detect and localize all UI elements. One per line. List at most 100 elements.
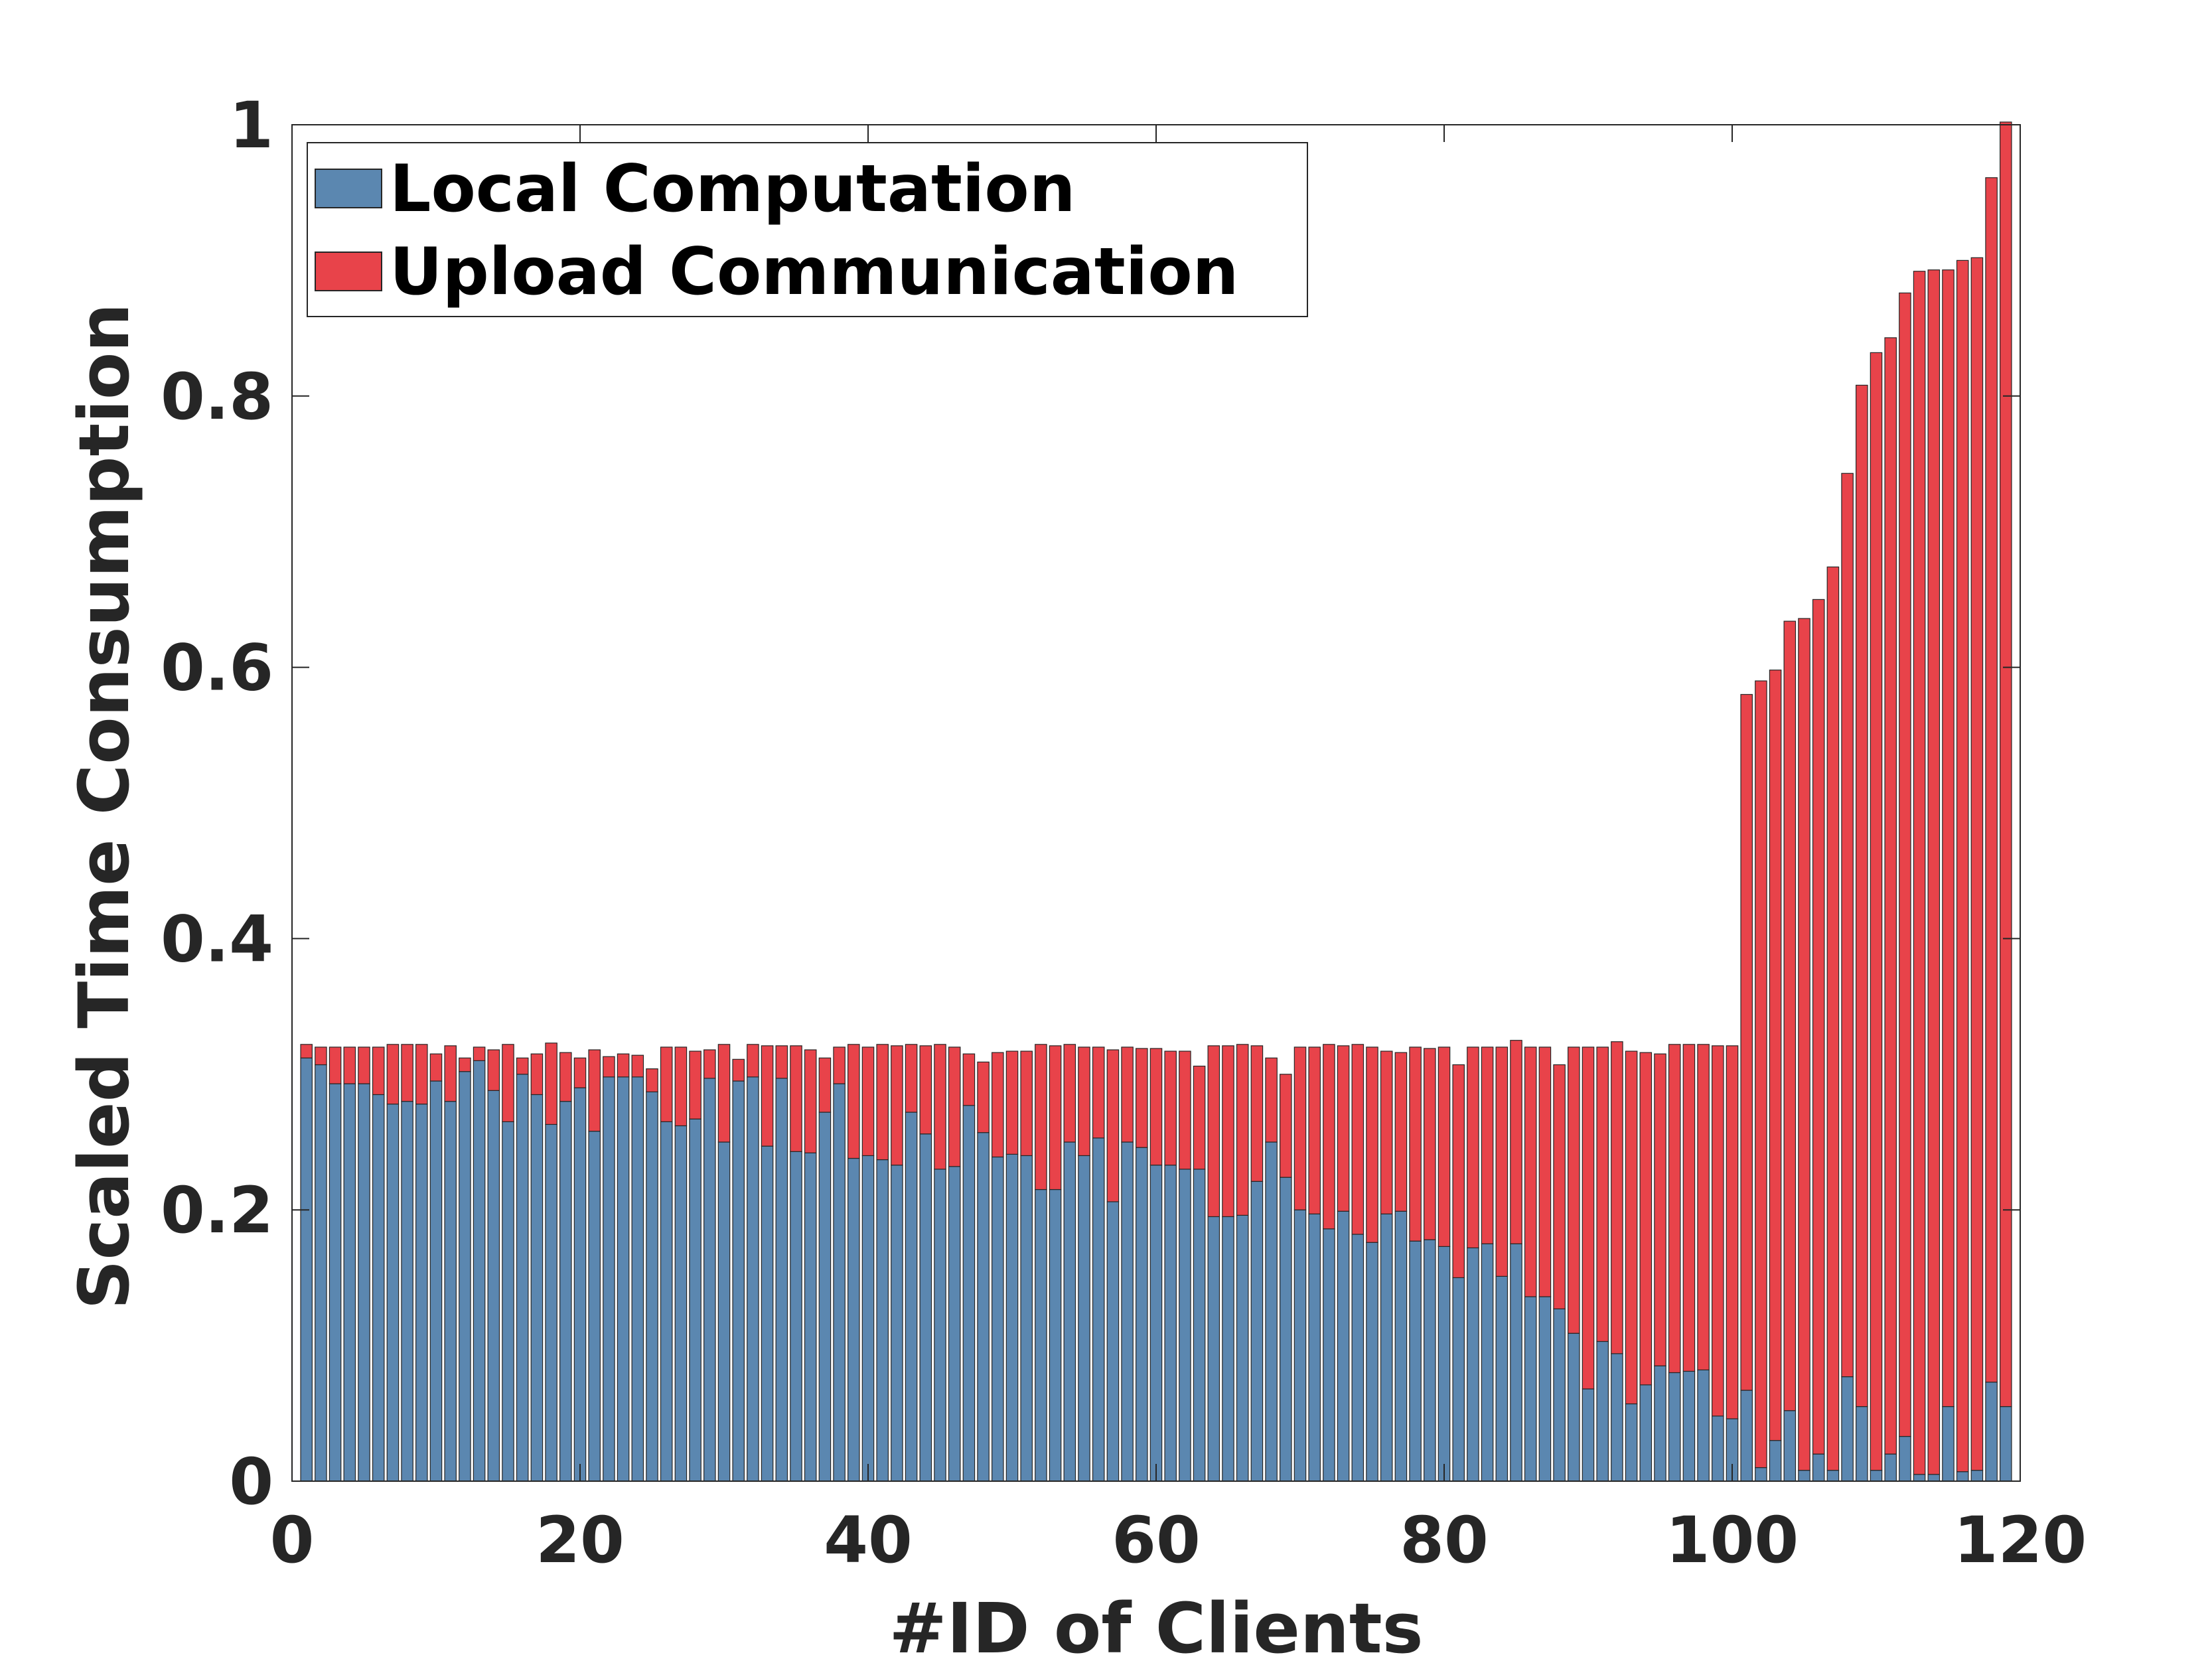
- bar-local-computation-14: [487, 1090, 500, 1482]
- bar-local-computation-51: [1020, 1155, 1033, 1482]
- bar-local-computation-92: [1611, 1353, 1623, 1482]
- bar-local-computation-116: [1956, 1471, 1969, 1482]
- bar-local-computation-110: [1870, 1470, 1883, 1482]
- bar-local-computation-119: [2000, 1406, 2012, 1482]
- bar-upload-communication-90: [1582, 1046, 1595, 1390]
- bar-upload-communication-65: [1222, 1045, 1234, 1218]
- bar-local-computation-112: [1899, 1435, 1911, 1482]
- x-axis-title: #ID of Clients: [889, 1588, 1423, 1659]
- bar-upload-communication-64: [1207, 1045, 1220, 1218]
- bar-upload-communication-75: [1366, 1046, 1378, 1243]
- bar-upload-communication-33: [761, 1045, 774, 1147]
- bar-upload-communication-59: [1136, 1048, 1148, 1148]
- bar-upload-communication-112: [1899, 292, 1911, 1437]
- bar-upload-communication-37: [818, 1057, 832, 1113]
- bar-upload-communication-50: [1005, 1050, 1019, 1155]
- bar-upload-communication-29: [703, 1049, 716, 1079]
- bar-upload-communication-92: [1611, 1041, 1623, 1354]
- bar-local-computation-62: [1179, 1169, 1191, 1482]
- bar-upload-communication-101: [1740, 693, 1753, 1391]
- bar-local-computation-109: [1856, 1406, 1868, 1482]
- bar-upload-communication-35: [790, 1045, 802, 1152]
- bar-local-computation-104: [1783, 1410, 1797, 1482]
- bar-local-computation-55: [1078, 1155, 1090, 1482]
- bar-upload-communication-34: [775, 1045, 788, 1079]
- y-tick-label: 0: [229, 1445, 273, 1519]
- bar-local-computation-47: [962, 1105, 976, 1482]
- bar-upload-communication-70: [1293, 1046, 1307, 1210]
- legend: Local Computation Upload Communication: [307, 142, 1308, 317]
- bar-upload-communication-72: [1323, 1044, 1335, 1230]
- bar-upload-communication-9: [415, 1044, 428, 1105]
- bar-upload-communication-25: [646, 1068, 658, 1092]
- y-tick-label: 0.4: [161, 902, 273, 976]
- bar-local-computation-24: [631, 1076, 644, 1482]
- bar-local-computation-74: [1351, 1234, 1364, 1482]
- bar-local-computation-65: [1222, 1216, 1234, 1482]
- bar-local-computation-15: [502, 1121, 514, 1482]
- bar-upload-communication-14: [487, 1049, 500, 1091]
- bar-local-computation-58: [1121, 1141, 1134, 1482]
- bar-upload-communication-68: [1265, 1057, 1278, 1143]
- bar-local-computation-53: [1049, 1189, 1062, 1482]
- bar-upload-communication-104: [1783, 620, 1797, 1411]
- bar-local-computation-73: [1337, 1210, 1350, 1482]
- bar-local-computation-67: [1250, 1181, 1264, 1482]
- bar-local-computation-7: [386, 1104, 400, 1482]
- bar-local-computation-27: [674, 1125, 688, 1482]
- bar-upload-communication-119: [2000, 121, 2012, 1407]
- bar-local-computation-101: [1740, 1390, 1753, 1482]
- legend-box: [307, 142, 1308, 317]
- bar-local-computation-21: [588, 1131, 601, 1482]
- bar-local-computation-6: [372, 1094, 385, 1482]
- bar-local-computation-16: [516, 1074, 529, 1482]
- bar-local-computation-69: [1280, 1177, 1292, 1482]
- bar-upload-communication-94: [1639, 1052, 1653, 1386]
- bar-upload-communication-69: [1280, 1074, 1292, 1178]
- bar-upload-communication-73: [1337, 1045, 1350, 1212]
- bar-local-computation-88: [1553, 1308, 1566, 1482]
- bar-upload-communication-83: [1481, 1046, 1494, 1244]
- bar-upload-communication-103: [1769, 670, 1782, 1441]
- bar-local-computation-84: [1495, 1275, 1509, 1482]
- bar-local-computation-46: [948, 1166, 961, 1482]
- bar-upload-communication-32: [747, 1044, 759, 1078]
- bar-upload-communication-57: [1106, 1049, 1120, 1202]
- bar-local-computation-50: [1005, 1153, 1019, 1482]
- bar-upload-communication-113: [1913, 271, 1926, 1475]
- bar-local-computation-1: [300, 1057, 313, 1482]
- bar-local-computation-94: [1639, 1384, 1653, 1482]
- bar-upload-communication-109: [1856, 384, 1868, 1407]
- bar-local-computation-81: [1452, 1277, 1465, 1482]
- bar-local-computation-5: [358, 1083, 370, 1482]
- bar-upload-communication-98: [1697, 1044, 1710, 1370]
- bar-upload-communication-24: [631, 1054, 644, 1078]
- bar-upload-communication-85: [1510, 1040, 1522, 1244]
- bar-upload-communication-117: [1970, 257, 1984, 1471]
- bar-upload-communication-62: [1179, 1050, 1191, 1170]
- bar-local-computation-117: [1970, 1470, 1984, 1482]
- bar-upload-communication-96: [1668, 1044, 1681, 1374]
- y-axis-title: Scaled Time Consumption: [64, 303, 145, 1310]
- bar-upload-communication-100: [1726, 1045, 1739, 1419]
- bar-local-computation-72: [1323, 1228, 1335, 1482]
- legend-label-local-computation: Local Computation: [390, 151, 1076, 227]
- bar-local-computation-98: [1697, 1369, 1710, 1482]
- bar-upload-communication-63: [1193, 1065, 1206, 1170]
- bar-upload-communication-2: [315, 1046, 327, 1066]
- y-tick-label: 1: [229, 88, 273, 163]
- x-tick-label: 120: [1954, 1503, 2087, 1577]
- x-tick-label: 80: [1400, 1503, 1489, 1577]
- bar-upload-communication-20: [573, 1057, 587, 1088]
- bar-upload-communication-118: [1985, 177, 1998, 1383]
- bar-local-computation-9: [415, 1104, 428, 1482]
- bar-upload-communication-4: [343, 1046, 356, 1084]
- tick-labels-group: 0 20 40 60 80 100 120 0 0.2 0.4 0.6 0.8 1: [161, 88, 2087, 1577]
- bar-local-computation-59: [1136, 1147, 1148, 1482]
- bar-upload-communication-89: [1568, 1046, 1580, 1334]
- bar-upload-communication-30: [717, 1044, 731, 1143]
- x-tick-label: 40: [824, 1503, 913, 1577]
- bar-local-computation-107: [1826, 1470, 1840, 1482]
- bar-upload-communication-13: [473, 1046, 486, 1061]
